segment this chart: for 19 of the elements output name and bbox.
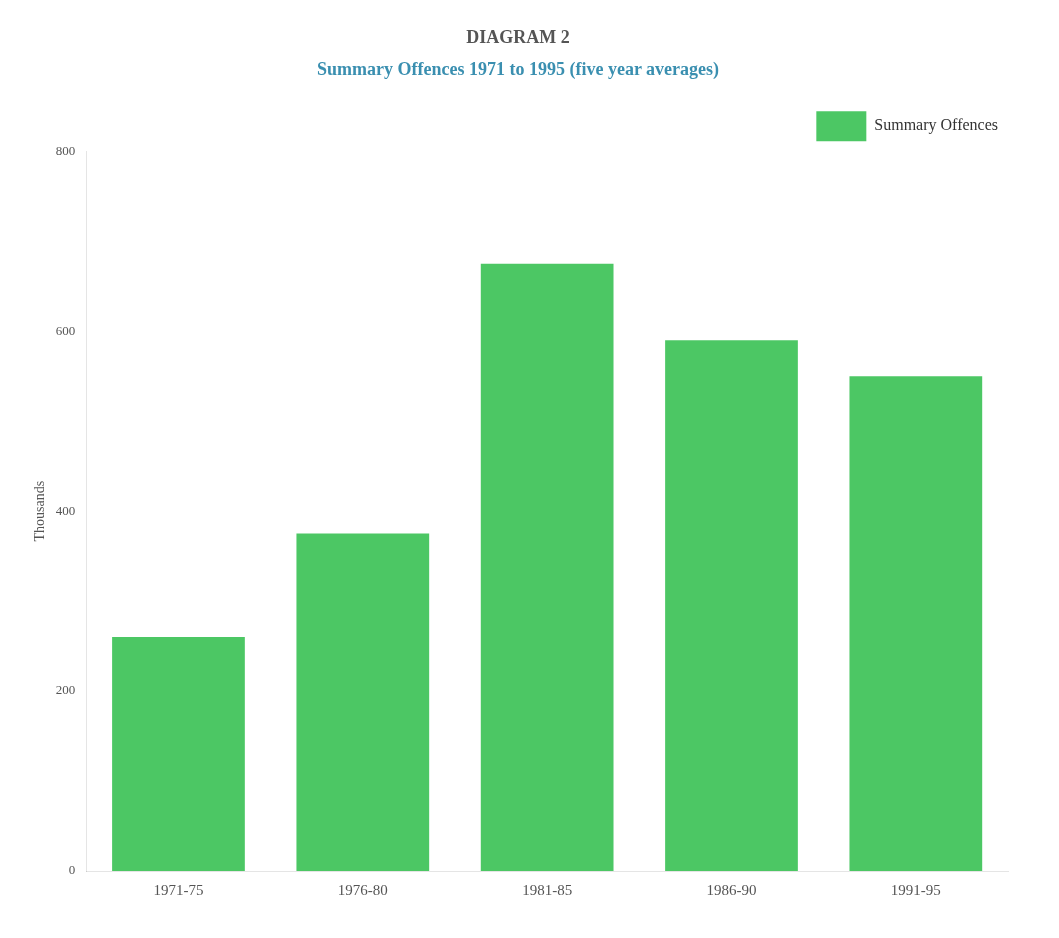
y-tick-label: 200	[55, 682, 76, 698]
x-tick-label: 1976-80	[337, 881, 388, 898]
legend-label: Summary Offences	[874, 116, 998, 135]
bar	[480, 263, 614, 871]
x-tick-label: 1981-85	[522, 881, 573, 898]
bar	[296, 533, 430, 871]
bar	[665, 340, 798, 871]
y-tick-label: 400	[55, 502, 76, 518]
y-axis-title: Thousands	[32, 480, 48, 542]
x-tick-label: 1971-75	[153, 881, 204, 898]
chart-subtitle: Summary Offences 1971 to 1995 (five year averages)	[316, 59, 720, 81]
y-tick-label: 800	[55, 142, 76, 158]
y-tick-label: 0	[68, 862, 76, 878]
bar	[849, 376, 983, 871]
x-tick-label: 1991-95	[890, 881, 941, 898]
x-tick-label: 1986-90	[706, 881, 757, 898]
y-tick-label: 600	[55, 322, 76, 338]
chart-title: DIAGRAM 2	[466, 27, 570, 48]
bar	[112, 637, 245, 871]
